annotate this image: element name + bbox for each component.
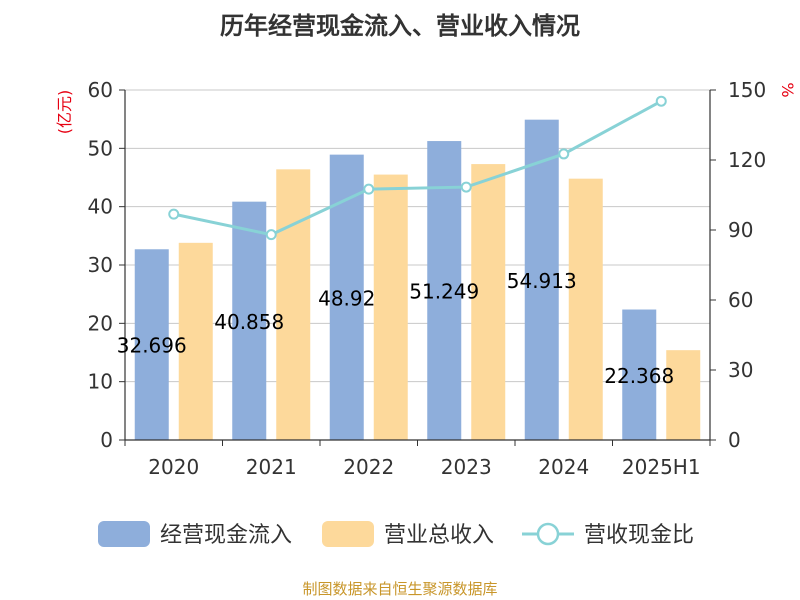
x-tick-label: 2020: [148, 455, 199, 479]
ratio-line-path: [173, 99, 662, 237]
bar-revenue: [471, 164, 506, 441]
data-label-cash-inflow: 40.858: [214, 310, 284, 334]
left-tick-label: 40: [88, 195, 113, 219]
bar-revenue: [666, 350, 701, 440]
x-tick-label: 2024: [538, 455, 589, 479]
ratio-point: [460, 181, 472, 193]
data-labels: 32.696 40.858 48.92 51.249 54.913 22.368: [117, 269, 674, 388]
gridlines: [125, 89, 710, 383]
left-tick-label: 10: [88, 370, 113, 394]
ratio-line: [168, 95, 667, 241]
right-tick-label: 120: [728, 148, 766, 172]
bar-revenue: [373, 174, 408, 441]
x-tick-label: 2022: [343, 455, 394, 479]
legend-swatch-cash-inflow: [98, 521, 150, 547]
data-label-cash-inflow: 22.368: [604, 364, 674, 388]
right-tick-label: 90: [728, 218, 753, 242]
bar-cash-inflow: [622, 309, 657, 440]
legend-swatch-ratio-marker: [536, 522, 560, 546]
bar-revenue: [178, 242, 213, 440]
ratio-point: [265, 229, 277, 241]
legend-label-ratio: 营收现金比: [584, 523, 694, 548]
ratio-point: [558, 148, 570, 160]
data-label-cash-inflow: 48.92: [318, 286, 375, 310]
axes: 0 10 20 30 40 50 60 0 30 60 90 120 150 2020 2021 2022 20…: [88, 78, 767, 479]
bar-cash-inflow: [427, 141, 462, 441]
chart-title: 历年经营现金流入、营业收入情况: [220, 12, 580, 40]
x-tick-label: 2023: [441, 455, 492, 479]
right-tick-label: 60: [728, 288, 753, 312]
data-label-cash-inflow: 54.913: [507, 269, 577, 293]
ratio-point: [168, 208, 180, 220]
data-label-cash-inflow: 51.249: [409, 280, 479, 304]
bar-revenue: [276, 169, 311, 441]
bar-cash-inflow: [232, 201, 267, 440]
legend-label-cash-inflow: 经营现金流入: [160, 523, 292, 548]
bar-cash-inflow: [524, 119, 559, 440]
legend-label-revenue: 营业总收入: [384, 523, 494, 548]
legend-swatch-revenue: [322, 521, 374, 547]
left-tick-label: 60: [88, 78, 113, 102]
left-tick-label: 20: [88, 311, 113, 335]
right-tick-label: 150: [728, 78, 766, 102]
ratio-point: [363, 183, 375, 195]
right-axis-unit: %: [778, 82, 797, 97]
bar-revenue: [568, 178, 603, 440]
bar-cash-inflow: [134, 249, 169, 440]
left-tick-label: 50: [88, 136, 113, 160]
source-note: 制图数据来自恒生聚源数据库: [302, 580, 498, 598]
right-tick-label: 30: [728, 358, 753, 382]
x-tick-label: 2021: [246, 455, 297, 479]
right-tick-label: 0: [728, 428, 741, 452]
x-tick-label: 2025H1: [622, 455, 701, 479]
left-axis-unit: (亿元): [55, 90, 74, 135]
left-tick-label: 0: [100, 428, 113, 452]
data-label-cash-inflow: 32.696: [117, 334, 187, 358]
bar-marks: [134, 119, 701, 441]
legend: 经营现金流入 营业总收入 营收现金比: [98, 521, 694, 548]
left-tick-label: 30: [88, 253, 113, 277]
bar-cash-inflow: [329, 154, 364, 440]
ratio-point: [655, 95, 667, 107]
